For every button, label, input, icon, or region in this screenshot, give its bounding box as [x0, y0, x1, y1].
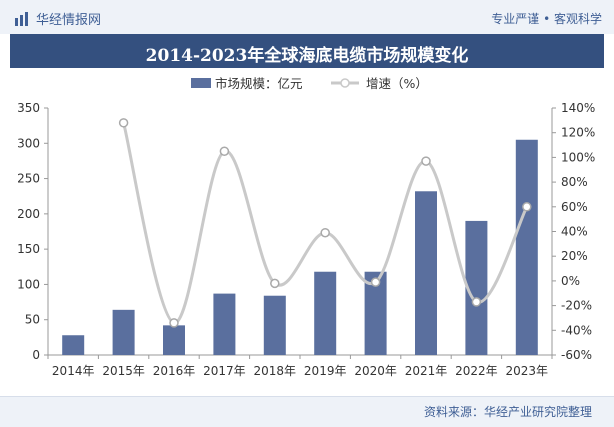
- legend-line-marker: [340, 78, 350, 88]
- bar: [515, 139, 538, 355]
- bar: [465, 220, 488, 355]
- left-tick-label: 300: [17, 136, 40, 150]
- title-band: 2014-2023年全球海底电缆市场规模变化: [10, 34, 604, 68]
- x-tick-label: 2018年: [254, 364, 297, 378]
- right-tick-label: 60%: [561, 200, 588, 214]
- source-note: 资料来源：华经产业研究院整理: [423, 405, 592, 419]
- right-tick-label: 20%: [561, 249, 588, 263]
- growth-point: [522, 202, 532, 212]
- x-tick-label: 2016年: [153, 364, 196, 378]
- brand: 华经情报网: [14, 9, 101, 28]
- growth-point: [421, 156, 431, 166]
- growth-point: [219, 146, 230, 156]
- x-tick-label: 2021年: [405, 364, 448, 378]
- growth-point: [370, 277, 381, 287]
- bar: [314, 271, 337, 355]
- legend-bar-label: 市场规模：亿元: [215, 76, 303, 91]
- slogan: 专业严谨 • 客观科学: [491, 12, 602, 26]
- x-tick-label: 2020年: [354, 364, 397, 378]
- legend-bar-swatch: [191, 78, 211, 88]
- footer: 资料来源：华经产业研究院整理: [0, 396, 614, 427]
- x-tick-label: 2019年: [304, 364, 347, 378]
- legend-line-label: 增速（%）: [366, 76, 428, 91]
- x-tick-label: 2014年: [52, 364, 95, 378]
- bar: [415, 191, 437, 355]
- bar-logo-icon: [15, 11, 28, 26]
- left-tick-label: 50: [25, 313, 40, 327]
- right-tick-label: -60%: [561, 348, 592, 362]
- left-tick-label: 100: [17, 277, 40, 291]
- right-tick-label: -40%: [561, 323, 592, 337]
- right-tick-label: 140%: [561, 101, 595, 115]
- left-tick-label: 350: [17, 101, 40, 115]
- x-tick-label: 2015年: [102, 364, 145, 378]
- bar: [112, 309, 135, 355]
- legend: 市场规模：亿元 增速（%）: [191, 76, 428, 91]
- x-tick-label: 2017年: [203, 364, 246, 378]
- growth-point: [471, 297, 482, 307]
- growth-point: [270, 278, 280, 289]
- brand-name: 华经情报网: [36, 13, 102, 28]
- x-tick-label: 2022年: [455, 364, 498, 378]
- bar: [213, 293, 236, 355]
- bar: [263, 295, 286, 355]
- bar: [163, 325, 185, 355]
- top-bar: 华经情报网 专业严谨 • 客观科学: [0, 0, 614, 34]
- left-tick-label: 0: [32, 348, 40, 362]
- right-tick-label: 80%: [561, 175, 588, 189]
- right-tick-label: 120%: [561, 126, 595, 140]
- right-tick-label: 100%: [561, 150, 595, 164]
- plot: 0 50 100 150 200 250 300 350 -60% -40% -20% 0% 20% 40…: [17, 101, 595, 378]
- bar: [364, 271, 387, 355]
- chart-area: 市场规模：亿元 增速（%） 0 50 100 150 200 250 300 350 -60% -…: [17, 76, 595, 378]
- right-tick-label: -20%: [561, 299, 592, 313]
- left-tick-label: 250: [17, 172, 40, 186]
- growth-line: [122, 122, 529, 325]
- left-tick-label: 200: [17, 207, 40, 221]
- chart-title: 2014-2023年全球海底电缆市场规模变化: [145, 46, 469, 66]
- bar: [62, 335, 85, 355]
- right-tick-label: 40%: [561, 225, 588, 239]
- growth-point: [169, 318, 179, 328]
- right-tick-label: 0%: [561, 274, 580, 288]
- growth-point: [320, 227, 330, 238]
- x-tick-label: 2023年: [506, 364, 549, 378]
- growth-point: [118, 118, 129, 128]
- left-tick-label: 150: [17, 242, 40, 256]
